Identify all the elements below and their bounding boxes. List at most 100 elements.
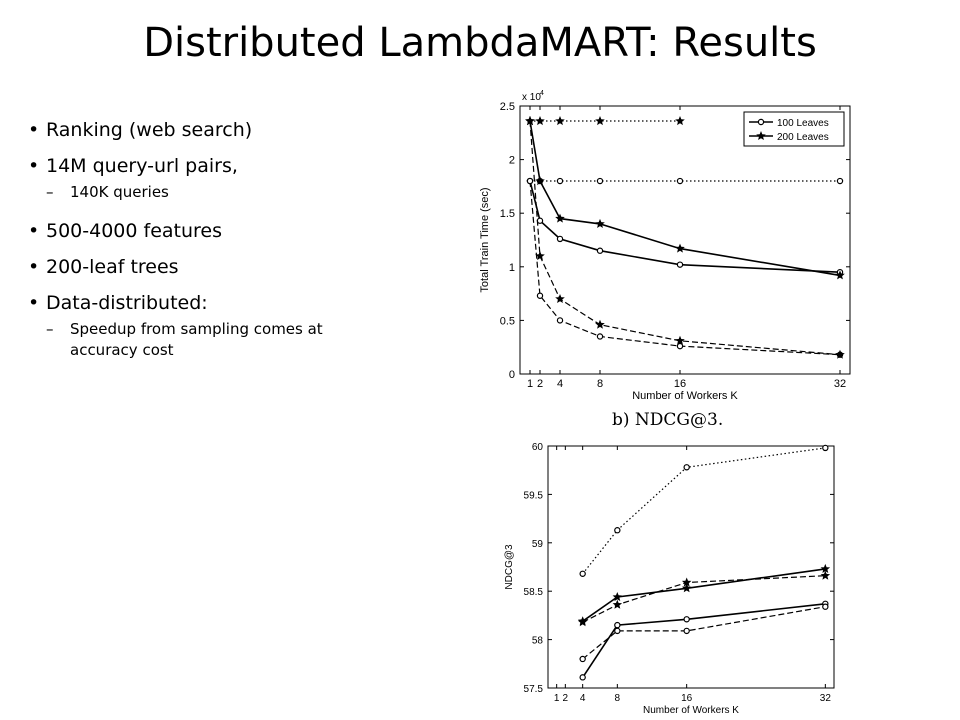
data-point: [681, 583, 692, 593]
legend-marker: [757, 118, 765, 126]
data-point: [595, 116, 605, 126]
data-point: [836, 177, 844, 185]
y-tick-label: 0: [509, 369, 515, 381]
series-line: [529, 120, 841, 277]
x-tick-label: 2: [563, 693, 569, 704]
data-point: [556, 177, 564, 185]
data-point: [595, 218, 605, 228]
y-tick-label: 1.5: [500, 208, 515, 220]
data-point: [536, 292, 544, 299]
data-point: [676, 342, 684, 350]
legend: 100 Leaves 200 Leaves: [743, 111, 845, 147]
x-tick-label: 8: [597, 378, 603, 390]
data-point: [822, 444, 829, 452]
x-tick-label: 2: [537, 378, 543, 390]
y-tick-label: 59: [532, 539, 544, 550]
y-tick-label: 59.5: [524, 490, 544, 501]
data-point: [595, 319, 605, 329]
y-tick-label: 0.5: [500, 315, 515, 327]
series-group: [579, 603, 829, 663]
series-line: [582, 606, 826, 660]
series-line: [529, 120, 841, 356]
data-point: [525, 116, 535, 126]
data-point: [555, 213, 565, 223]
series-group: [579, 600, 829, 681]
data-point: [676, 177, 684, 185]
series-group: [577, 570, 831, 627]
bullet-item: Ranking (web search): [28, 112, 350, 148]
plot-frame: [547, 445, 835, 689]
data-point: [675, 116, 685, 126]
bullet-item: 200-leaf trees: [28, 249, 350, 285]
data-point: [614, 627, 621, 635]
data-point: [535, 251, 545, 261]
legend-label: 200 Leaves: [777, 132, 829, 143]
data-point: [681, 577, 692, 587]
data-point: [612, 592, 623, 602]
data-point: [675, 243, 685, 253]
data-point: [596, 247, 604, 254]
data-point: [596, 177, 604, 185]
series-group: [525, 116, 845, 359]
x-tick-label: 8: [615, 693, 621, 704]
x-tick-label: 16: [681, 693, 693, 704]
data-point: [536, 217, 544, 224]
data-point: [526, 177, 534, 185]
chart-subcaption: b) NDCG@3.: [612, 410, 724, 430]
data-point: [683, 627, 690, 635]
legend-label: 100 Leaves: [777, 118, 829, 129]
data-point: [614, 621, 621, 629]
legend-box: [743, 111, 845, 147]
data-point: [835, 349, 845, 359]
x-axis-label: Number of Workers K: [632, 390, 738, 402]
y-multiplier-exponent: 4: [540, 90, 544, 97]
data-point: [535, 116, 545, 126]
x-tick-label: 4: [580, 693, 586, 704]
x-tick-label: 4: [557, 378, 563, 390]
data-point: [535, 176, 545, 186]
series-group: [579, 444, 829, 577]
x-tick-label: 1: [554, 693, 560, 704]
x-tick-label: 16: [674, 378, 686, 390]
data-point: [820, 563, 831, 573]
data-point: [577, 617, 588, 627]
plot-frame: [519, 105, 851, 375]
slide-title: Distributed LambdaMART: Results: [143, 20, 817, 66]
y-axis-label: Total Train Time (sec): [479, 187, 491, 292]
series-line: [582, 575, 826, 623]
legend-marker: [756, 131, 766, 140]
y-tick-label: 2: [509, 155, 515, 167]
data-point: [579, 570, 586, 577]
data-point: [835, 270, 845, 280]
data-point: [596, 333, 604, 340]
data-point: [556, 317, 564, 324]
sub-bullet-item: 140K queries: [28, 182, 350, 203]
y-tick-label: 2.5: [500, 101, 515, 113]
data-point: [579, 655, 586, 663]
y-tick-label: 60: [532, 442, 544, 453]
data-point: [612, 599, 623, 609]
ndcg-chart: 57.5 58 58.5 59 59.5 60 1 2 4 8 16 32 Number of Work…: [504, 442, 835, 716]
data-point: [683, 464, 690, 471]
data-point: [683, 616, 690, 623]
y-tick-label: 1: [509, 262, 515, 274]
data-point: [556, 235, 564, 243]
x-tick-label: 1: [527, 378, 533, 390]
y-tick-label: 57.5: [524, 684, 544, 695]
y-tick-label: 58: [532, 636, 544, 647]
data-point: [820, 570, 831, 580]
y-tick-label: 58.5: [524, 587, 544, 598]
bullet-item: 14M query-url pairs,: [28, 148, 350, 184]
x-tick-label: 32: [834, 378, 846, 390]
x-axis-label: Number of Workers K: [643, 705, 739, 716]
data-point: [675, 335, 685, 345]
bullet-list: Ranking (web search) 14M query-url pairs…: [28, 112, 350, 371]
bullet-item: 500-4000 features: [28, 213, 350, 249]
bullet-item: Data-distributed:: [28, 285, 350, 321]
data-point: [614, 527, 621, 534]
data-point: [555, 294, 565, 303]
data-point: [822, 603, 829, 610]
data-point: [579, 674, 586, 681]
data-point: [555, 116, 565, 126]
